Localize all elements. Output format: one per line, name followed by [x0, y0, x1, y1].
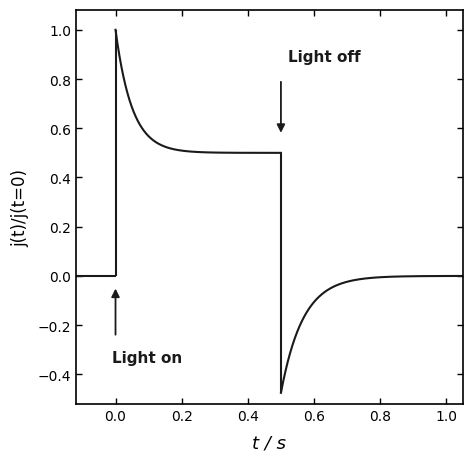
X-axis label: t / s: t / s	[252, 434, 286, 452]
Text: Light off: Light off	[288, 50, 360, 65]
Text: Light on: Light on	[112, 350, 182, 365]
Y-axis label: j(t)/j(t=0): j(t)/j(t=0)	[11, 169, 29, 246]
